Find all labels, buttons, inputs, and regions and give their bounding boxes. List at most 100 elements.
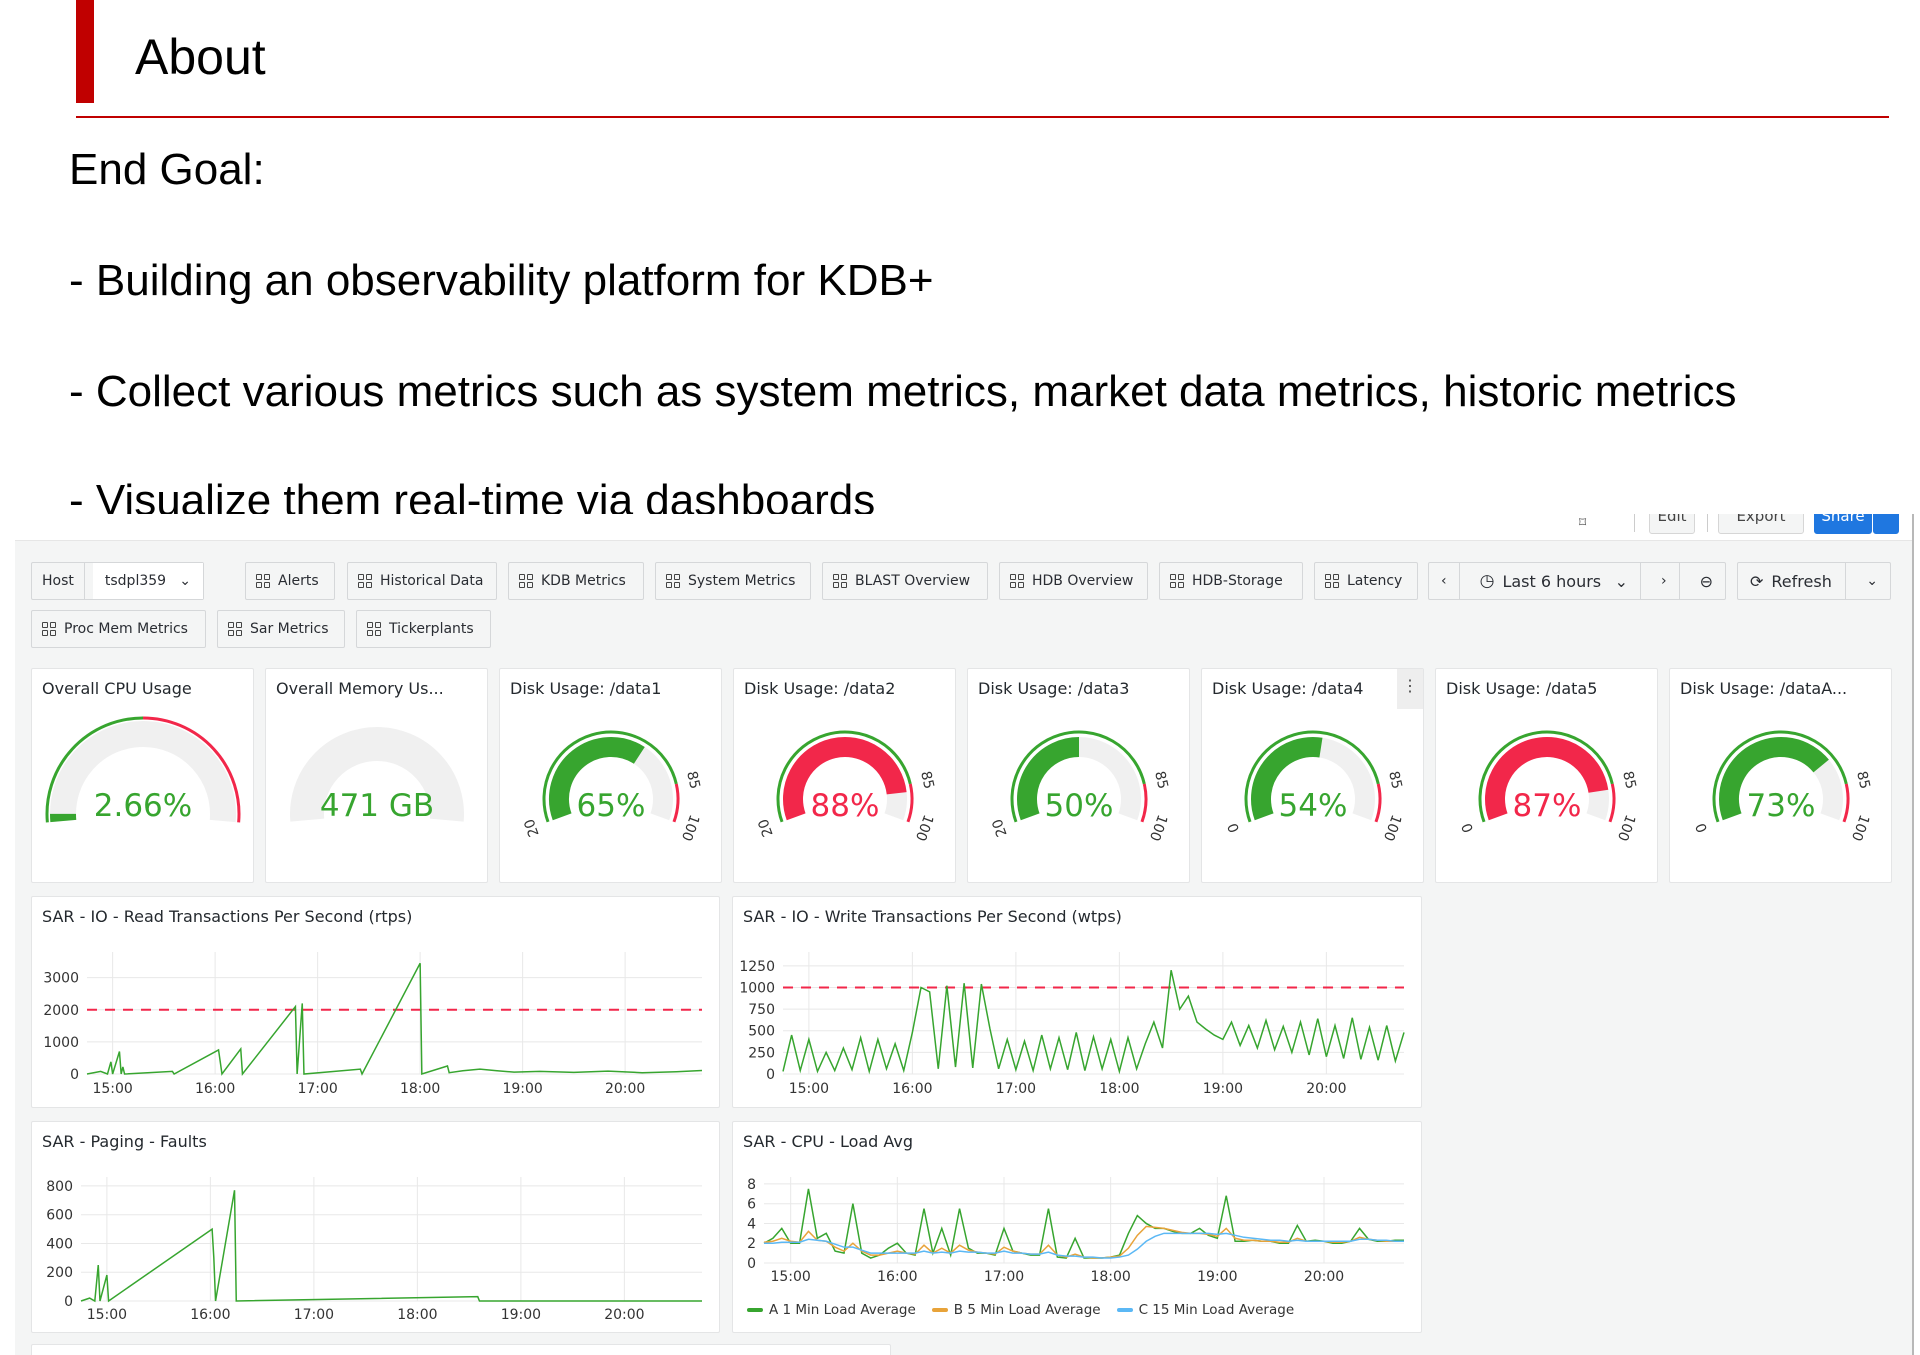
gauge-fill [1485, 737, 1609, 821]
series-line [86, 962, 703, 1076]
host-value: tsdpl359 [104, 573, 167, 589]
x-tick-label: 19:00 [502, 1081, 542, 1097]
threshold-band-critical [142, 716, 241, 823]
slide-heading: End Goal: [69, 145, 265, 194]
time-picker[interactable]: ‹ ◷ Last 6 hours ⌄ › ⊖ [1428, 562, 1726, 600]
time-series-chart: 0 250 500 750 1000 1250 15:00 16:00 17:00 18:00 19… [739, 952, 1405, 1097]
x-tick-label: 20:00 [605, 1081, 645, 1097]
zoom-out-button[interactable]: ⊖ [1688, 563, 1725, 599]
y-tick-label: 2 [747, 1236, 756, 1252]
panel-title[interactable]: SAR - Paging - Faults [42, 1132, 207, 1151]
dashboard-link-blast-overview[interactable]: BLAST Overview [822, 562, 988, 600]
threshold-band-critical [906, 783, 914, 823]
gauge-panel: Overall Memory Us... 471 GB [265, 668, 488, 883]
legend-item[interactable]: A 1 Min Load Average [747, 1302, 916, 1318]
dashboard-link-hdb-overview[interactable]: HDB Overview [999, 562, 1148, 600]
host-variable[interactable]: Host tsdpl359 ⌄ [31, 562, 204, 600]
x-tick-label: 20:00 [604, 1307, 644, 1323]
time-range-label: Last 6 hours [1502, 571, 1602, 591]
panel-title[interactable]: Overall Memory Us... [276, 679, 444, 698]
panel-title[interactable]: Disk Usage: /data5 [1446, 679, 1598, 698]
panel-title[interactable]: Disk Usage: /data1 [510, 679, 662, 698]
dashboard-link-alerts[interactable]: Alerts [245, 562, 335, 600]
legend-label: C 15 Min Load Average [1138, 1302, 1295, 1318]
edit-button[interactable]: Edit [1649, 514, 1695, 534]
gauge-tick-label: 100 [678, 812, 702, 843]
panel-title[interactable]: SAR - IO - Write Transactions Per Second… [743, 907, 1122, 926]
gauge-track [50, 721, 236, 823]
dashboard-link-tickerplants[interactable]: Tickerplants [356, 610, 491, 648]
bookmark-icon[interactable]: ⌑ [1579, 514, 1587, 530]
y-tick-label: 0 [70, 1067, 79, 1083]
gauge-tick-label: 100 [1146, 812, 1170, 843]
dashboard-link-kdb-metrics[interactable]: KDB Metrics [508, 562, 644, 600]
gauge-tick-label: 85 [1853, 770, 1873, 791]
refresh-button[interactable]: ⟳ Refresh [1738, 563, 1847, 599]
series-line [80, 1190, 702, 1303]
dashboard-link-historical-data[interactable]: Historical Data [347, 562, 497, 600]
legend-label: A 1 Min Load Average [769, 1302, 916, 1318]
dashboard-link-system-metrics[interactable]: System Metrics [655, 562, 811, 600]
refresh-picker[interactable]: ⟳ Refresh ⌄ [1737, 562, 1891, 600]
time-forward-button[interactable]: › [1649, 563, 1680, 599]
x-tick-label: 16:00 [877, 1269, 917, 1285]
divider [1707, 514, 1708, 532]
time-back-button[interactable]: ‹ [1429, 563, 1460, 599]
dashboard-grid-icon [1325, 574, 1339, 588]
y-tick-label: 250 [748, 1045, 775, 1061]
panel-title[interactable]: Disk Usage: /data3 [978, 679, 1130, 698]
time-series-chart: 0 2 4 6 8 15:00 16:00 17:00 18:00 19:00 20:00 [747, 1177, 1404, 1285]
host-select[interactable]: tsdpl359 ⌄ [92, 563, 203, 599]
dashboard-grid-icon [1170, 574, 1184, 588]
gauge-tick-label: 85 [1151, 770, 1171, 791]
legend-item[interactable]: B 5 Min Load Average [931, 1302, 1101, 1318]
y-tick-label: 3000 [43, 971, 79, 987]
gauge-panel: Disk Usage: /data4 ⋮ 0 85 100 54% [1201, 668, 1424, 883]
gauge-value: 50% [1045, 788, 1114, 824]
panel-title[interactable]: SAR - IO - Read Transactions Per Second … [42, 907, 413, 926]
gauge-fill [549, 737, 645, 821]
x-tick-label: 19:00 [1203, 1081, 1243, 1097]
x-tick-label: 20:00 [1304, 1269, 1344, 1285]
chart-panel: 0 250 500 750 1000 1250 15:00 16:00 17:00 18:00 19… [732, 896, 1422, 1108]
threshold-band-critical [1608, 783, 1616, 823]
x-tick-label: 18:00 [1099, 1081, 1139, 1097]
panel-menu-icon[interactable]: ⋮ [1397, 669, 1423, 709]
y-tick-label: 200 [46, 1265, 73, 1281]
link-label: HDB-Storage [1192, 573, 1283, 589]
threshold-band-critical [1374, 783, 1382, 823]
gauge-tick-label: 20 [989, 817, 1010, 839]
share-button[interactable]: Share [1814, 514, 1872, 534]
link-label: BLAST Overview [855, 573, 971, 589]
gauge-value: 54% [1279, 788, 1348, 824]
panel-title[interactable]: SAR - CPU - Load Avg [743, 1132, 914, 1151]
chevron-right-icon: › [1660, 573, 1667, 589]
gauge-chart: 2.66% [45, 716, 241, 824]
gauge-chart: 20 85 100 50% [989, 730, 1171, 843]
gauge-tick-label: 0 [1459, 821, 1477, 835]
gauge-value: 65% [577, 788, 646, 824]
threshold-band-critical [1842, 783, 1850, 823]
panel-title[interactable]: Disk Usage: /data2 [744, 679, 896, 698]
chevron-left-icon: ‹ [1441, 573, 1447, 589]
dashboard-link-latency[interactable]: Latency [1314, 562, 1418, 600]
bullet-1: - Building an observability platform for… [69, 256, 934, 305]
y-tick-label: 1250 [739, 959, 775, 975]
time-range-button[interactable]: ◷ Last 6 hours ⌄ [1468, 563, 1641, 599]
legend-item[interactable]: C 15 Min Load Average [1116, 1302, 1295, 1318]
series-line [764, 1232, 1404, 1259]
dashboard-link-sar-metrics[interactable]: Sar Metrics [217, 610, 345, 648]
share-dropdown-button[interactable] [1873, 514, 1899, 534]
refresh-interval-dropdown[interactable]: ⌄ [1854, 563, 1890, 599]
panel-title[interactable]: Disk Usage: /data4 [1212, 679, 1364, 698]
y-tick-label: 0 [747, 1256, 756, 1272]
panel-title[interactable]: Disk Usage: /dataA... [1680, 679, 1848, 698]
dashboard-grid-icon [358, 574, 372, 588]
gauge-chart: 471 GB [290, 727, 464, 824]
dashboard-link-proc-mem-metrics[interactable]: Proc Mem Metrics [31, 610, 206, 648]
y-tick-label: 2000 [43, 1003, 79, 1019]
panel-title[interactable]: Overall CPU Usage [42, 679, 192, 698]
export-button[interactable]: Export [1718, 514, 1804, 534]
dashboard-link-hdb-storage[interactable]: HDB-Storage [1159, 562, 1303, 600]
x-tick-label: 18:00 [1090, 1269, 1130, 1285]
